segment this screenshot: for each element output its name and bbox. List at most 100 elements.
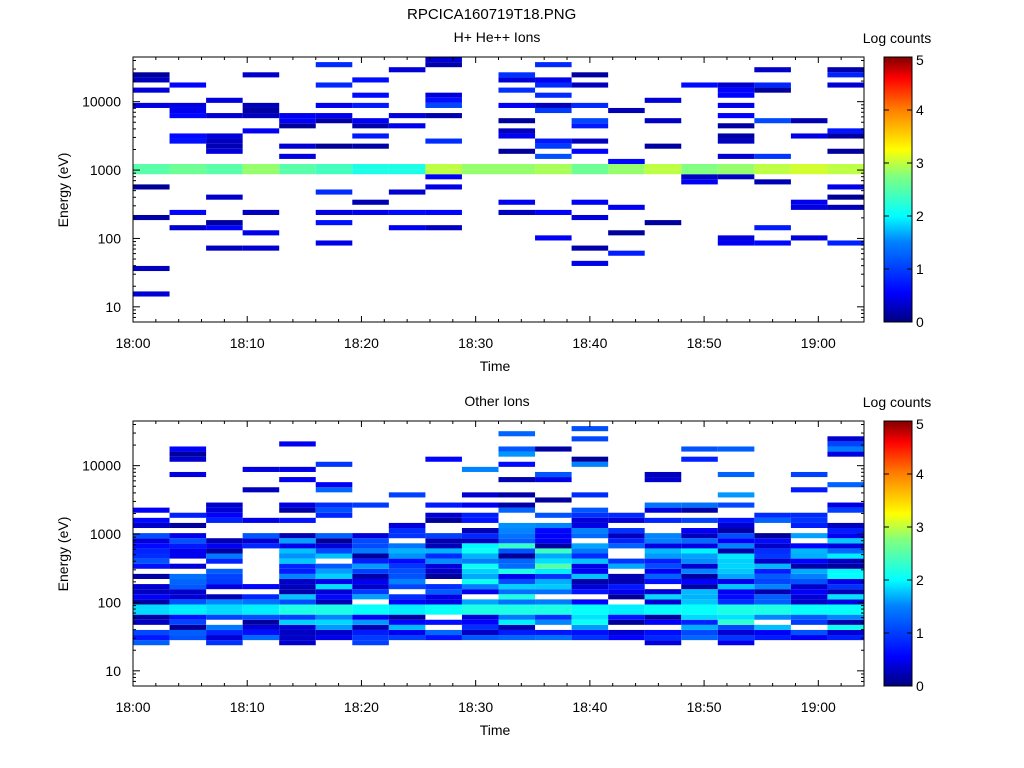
- heatmap-cell: [717, 87, 755, 93]
- heatmap-cell: [279, 629, 316, 636]
- heatmap-cell: [498, 624, 536, 630]
- heatmap-cell: [535, 635, 572, 641]
- panel-title: Other Ions: [464, 393, 529, 409]
- heatmap-cell: [206, 609, 243, 615]
- heatmap-cell: [608, 589, 645, 595]
- heatmap-cell: [388, 578, 426, 585]
- heatmap-cell: [388, 209, 426, 215]
- heatmap-cell: [352, 614, 389, 620]
- heatmap-cell: [133, 619, 170, 625]
- heatmap-cell: [790, 512, 828, 518]
- heatmap-cell: [133, 265, 170, 272]
- heatmap-cell: [790, 604, 828, 610]
- heatmap-cell: [644, 471, 682, 478]
- heatmap-cell: [133, 169, 170, 175]
- heatmap-cell: [535, 92, 572, 98]
- heatmap-cell: [644, 548, 682, 554]
- heatmap-cell: [315, 487, 353, 493]
- heatmap-cell: [498, 164, 536, 170]
- heatmap-cell: [644, 502, 682, 508]
- heatmap-cell: [608, 528, 645, 534]
- heatmap-cell: [535, 599, 572, 605]
- heatmap-cell: [279, 123, 316, 129]
- heatmap-cell: [827, 589, 864, 595]
- heatmap-cell: [754, 164, 791, 170]
- heatmap-cell: [754, 82, 791, 88]
- heatmap-cell: [315, 209, 353, 215]
- heatmap-cell: [315, 461, 353, 467]
- heatmap-cell: [206, 624, 243, 630]
- heatmap-cell: [754, 179, 791, 185]
- heatmap-cell: [754, 609, 791, 615]
- x-tick-label: 18:30: [458, 335, 493, 351]
- heatmap-cell: [608, 609, 645, 615]
- heatmap-cell: [717, 573, 755, 579]
- heatmap-cell: [206, 629, 243, 636]
- heatmap-cell: [608, 543, 645, 549]
- heatmap-cell: [717, 92, 755, 98]
- heatmap-cell: [827, 578, 864, 585]
- heatmap-cell: [315, 189, 353, 195]
- heatmap-cell: [608, 614, 645, 620]
- heatmap-cell: [827, 543, 864, 549]
- heatmap-cell: [388, 492, 426, 498]
- heatmap-cell: [571, 102, 609, 108]
- heatmap-cell: [388, 584, 426, 590]
- heatmap-cell: [644, 507, 682, 513]
- heatmap-cell: [461, 584, 499, 590]
- heatmap-cell: [827, 164, 864, 170]
- heatmap-cell: [425, 553, 462, 559]
- heatmap-cell: [535, 604, 572, 610]
- heatmap-cell: [571, 548, 609, 554]
- heatmap-cell: [461, 599, 499, 605]
- heatmap-cell: [717, 568, 755, 574]
- heatmap-cell: [206, 573, 243, 579]
- heatmap-cell: [790, 635, 828, 641]
- x-tick-label: 18:20: [344, 335, 379, 351]
- y-axis: 10 100 1000 10000: [82, 423, 864, 687]
- heatmap-cell: [133, 184, 170, 190]
- heatmap-cell: [498, 492, 536, 498]
- heatmap-cell: [242, 599, 280, 605]
- heatmap-cell: [717, 102, 755, 108]
- heatmap-cell: [206, 133, 243, 139]
- heatmap-cell: [535, 533, 572, 539]
- heatmap-cell: [681, 538, 718, 544]
- heatmap-cell: [681, 563, 718, 569]
- heatmap-cell: [498, 199, 536, 205]
- heatmap-cell: [425, 184, 462, 190]
- heatmap-cell: [681, 584, 718, 590]
- heatmap-cell: [717, 629, 755, 636]
- heatmap-cell: [717, 169, 755, 175]
- heatmap-cell: [242, 245, 280, 251]
- heatmap-cell: [315, 599, 353, 605]
- heatmap-cell: [352, 584, 389, 590]
- heatmap-cell: [425, 102, 462, 108]
- heatmap-cell: [790, 204, 828, 210]
- heatmap-cell: [535, 578, 572, 585]
- heatmap-cell: [535, 589, 572, 595]
- heatmap-cell: [206, 225, 243, 231]
- heatmap-cell: [388, 573, 426, 579]
- heatmap-cell: [242, 624, 280, 630]
- heatmap-cell: [315, 118, 353, 124]
- heatmap-cell: [206, 640, 243, 646]
- heatmap-cell: [315, 619, 353, 625]
- heatmap-cell: [754, 538, 791, 544]
- heatmap-cell: [827, 629, 864, 636]
- heatmap-cell: [315, 573, 353, 579]
- heatmap-cell: [169, 451, 207, 457]
- heatmap-cell: [535, 558, 572, 564]
- y-axis: 10 100 1000 10000: [82, 59, 864, 323]
- heatmap-cell: [535, 573, 572, 579]
- heatmap-cell: [279, 502, 316, 508]
- heatmap-cell: [498, 594, 536, 600]
- heatmap-cell: [790, 563, 828, 569]
- heatmap-cell: [790, 584, 828, 590]
- heatmap-cell: [498, 209, 536, 215]
- heatmap-cell: [279, 624, 316, 630]
- heatmap-cell: [315, 553, 353, 559]
- heatmap-cell: [535, 548, 572, 554]
- heatmap-cell: [608, 169, 645, 175]
- heatmap-cell: [790, 522, 828, 529]
